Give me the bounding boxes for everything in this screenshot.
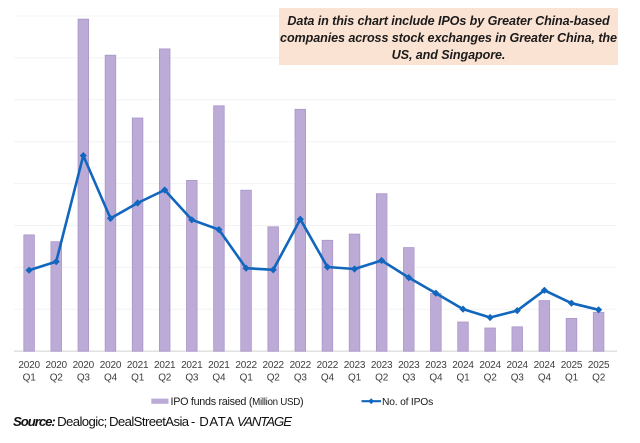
svg-text:Q2: Q2 <box>375 373 389 384</box>
svg-text:Q2: Q2 <box>484 373 498 384</box>
svg-text:2024: 2024 <box>479 360 501 371</box>
svg-text:Q3: Q3 <box>185 373 199 384</box>
svg-text:Q1: Q1 <box>348 373 362 384</box>
svg-text:2020: 2020 <box>18 360 40 371</box>
svg-text:2021: 2021 <box>208 360 230 371</box>
svg-text:2021: 2021 <box>127 360 149 371</box>
svg-text:IPO funds raised (Million USD): IPO funds raised (Million USD) <box>171 396 304 408</box>
svg-text:2020: 2020 <box>45 360 67 371</box>
svg-text:2023: 2023 <box>344 360 366 371</box>
svg-text:2020: 2020 <box>100 360 122 371</box>
svg-text:Q1: Q1 <box>23 373 37 384</box>
svg-text:2022: 2022 <box>262 360 284 371</box>
svg-text:Q1: Q1 <box>240 373 254 384</box>
svg-text:Q2: Q2 <box>50 373 64 384</box>
svg-text:2023: 2023 <box>398 360 420 371</box>
svg-text:2022: 2022 <box>290 360 312 371</box>
svg-text:Q4: Q4 <box>429 373 443 384</box>
svg-text:Q1: Q1 <box>565 373 579 384</box>
svg-text:Q3: Q3 <box>77 373 91 384</box>
svg-text:Q4: Q4 <box>321 373 335 384</box>
svg-text:Q4: Q4 <box>538 373 552 384</box>
svg-text:2024: 2024 <box>506 360 528 371</box>
svg-text:Q3: Q3 <box>402 373 416 384</box>
svg-text:2020: 2020 <box>73 360 95 371</box>
svg-text:2023: 2023 <box>371 360 393 371</box>
svg-text:Q4: Q4 <box>104 373 118 384</box>
svg-text:2022: 2022 <box>235 360 257 371</box>
svg-text:Q2: Q2 <box>158 373 172 384</box>
svg-text:Q4: Q4 <box>212 373 226 384</box>
svg-text:Q3: Q3 <box>294 373 308 384</box>
svg-text:Q1: Q1 <box>131 373 145 384</box>
svg-text:Q2: Q2 <box>267 373 281 384</box>
svg-text:Q1: Q1 <box>457 373 471 384</box>
svg-text:2022: 2022 <box>317 360 339 371</box>
svg-text:2021: 2021 <box>181 360 203 371</box>
svg-text:2024: 2024 <box>534 360 556 371</box>
svg-text:No. of IPOs: No. of IPOs <box>382 397 433 408</box>
svg-text:Q2: Q2 <box>592 373 606 384</box>
svg-text:2025: 2025 <box>588 360 610 371</box>
svg-text:2024: 2024 <box>452 360 474 371</box>
svg-text:2023: 2023 <box>425 360 447 371</box>
svg-text:2021: 2021 <box>154 360 176 371</box>
svg-text:2025: 2025 <box>561 360 583 371</box>
svg-text:Q3: Q3 <box>511 373 525 384</box>
